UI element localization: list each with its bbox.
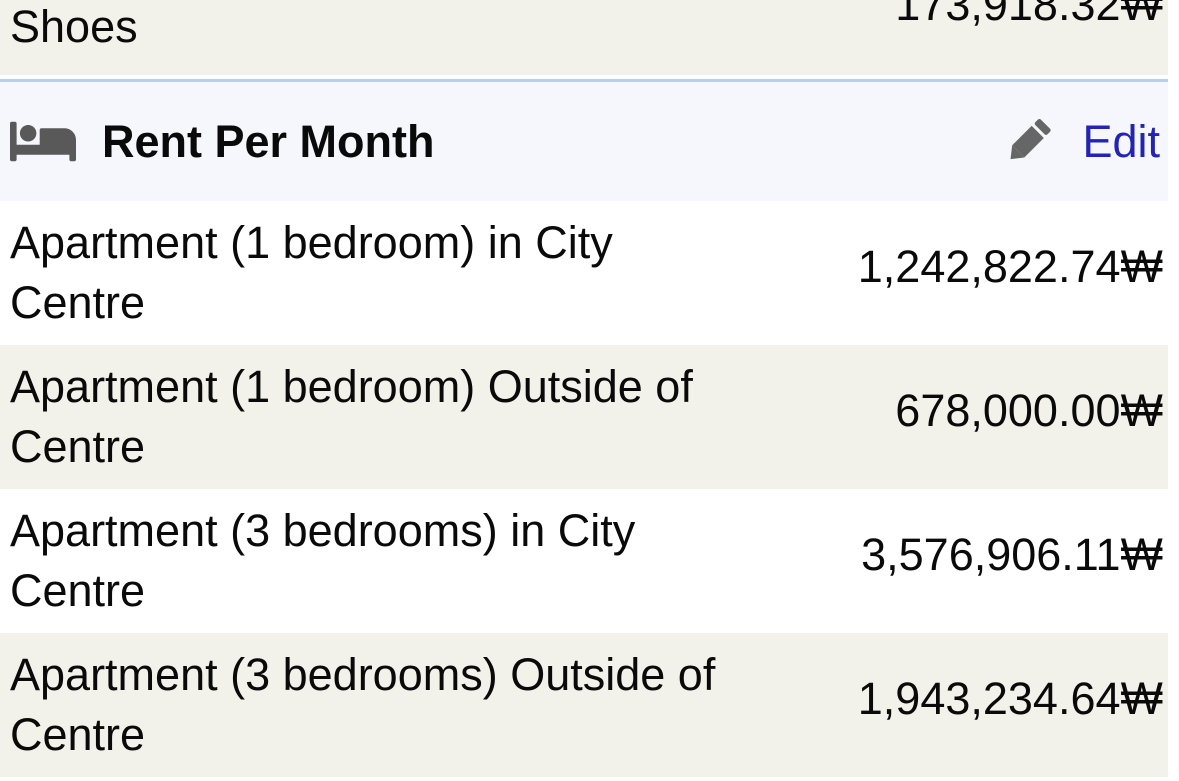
edit-label[interactable]: Edit: [1082, 115, 1160, 167]
row-label: Shoes: [10, 1, 138, 52]
table-row-shoes-partial: Shoes 173,918.32₩: [0, 0, 1168, 75]
bed-icon: [10, 115, 76, 168]
row-label: Apartment (3 bedrooms) Outside of Centre: [10, 649, 716, 760]
table-row-apartment-3br-city-centre: Apartment (3 bedrooms) in City Centre 3,…: [0, 489, 1168, 633]
section-title: Rent Per Month: [102, 115, 435, 167]
row-value: 173,918.32₩: [895, 0, 1163, 30]
row-label: Apartment (3 bedrooms) in City Centre: [10, 505, 636, 616]
table-row-apartment-3br-outside-centre: Apartment (3 bedrooms) Outside of Centre…: [0, 633, 1168, 777]
row-value: 3,576,906.11₩: [861, 529, 1163, 580]
section-header-rent-per-month: Rent Per Month Edit: [0, 79, 1168, 201]
table-row-apartment-1br-outside-centre: Apartment (1 bedroom) Outside of Centre …: [0, 345, 1168, 489]
edit-link[interactable]: Edit: [1002, 112, 1160, 172]
row-value: 678,000.00₩: [895, 385, 1163, 436]
pencil-icon[interactable]: [1002, 116, 1054, 168]
row-value: 1,242,822.74₩: [857, 241, 1163, 292]
row-value: 1,943,234.64₩: [857, 673, 1163, 724]
table-row-apartment-1br-city-centre: Apartment (1 bedroom) in City Centre 1,2…: [0, 201, 1168, 345]
row-label: Apartment (1 bedroom) in City Centre: [10, 217, 613, 328]
row-label: Apartment (1 bedroom) Outside of Centre: [10, 361, 693, 472]
section-divider: [0, 75, 1168, 79]
